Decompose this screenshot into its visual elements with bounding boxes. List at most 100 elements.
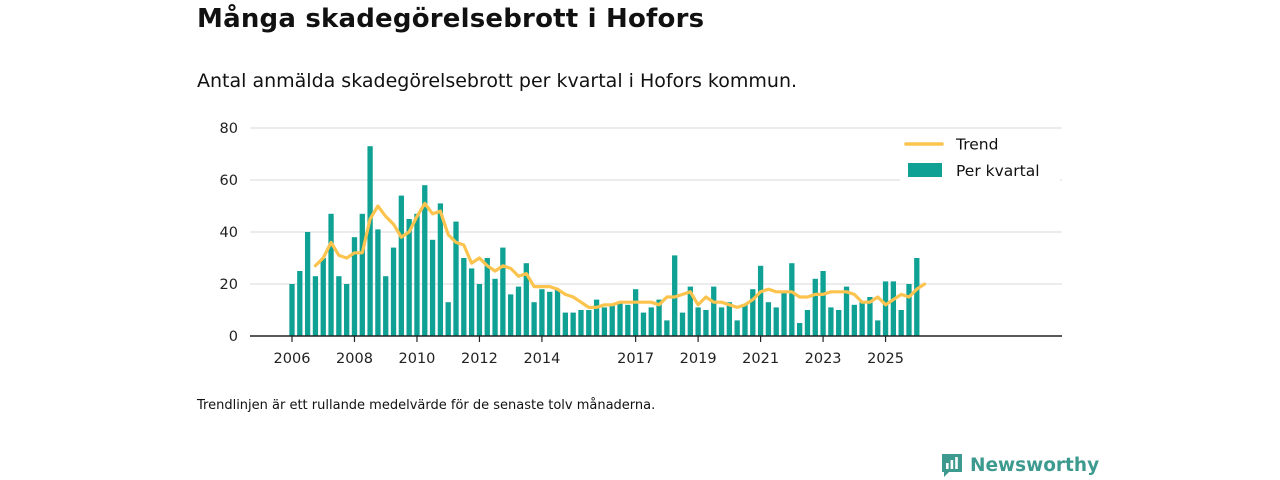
bar-q5 — [328, 213, 334, 336]
bar-q33 — [547, 291, 553, 336]
bar-q26 — [492, 278, 498, 336]
bar-q46 — [648, 307, 654, 336]
bar-q80 — [914, 258, 920, 336]
bar-q63 — [781, 291, 787, 336]
bar-q37 — [578, 310, 584, 336]
y-tick-label: 20 — [220, 277, 238, 293]
x-tick-label: 2014 — [523, 351, 560, 367]
bar-q56 — [726, 302, 733, 336]
bar-q45 — [640, 312, 647, 336]
chart-title: Många skadegörelsebrott i Hofors — [197, 4, 705, 34]
bar-q38 — [586, 310, 592, 336]
bar-q2 — [304, 232, 311, 336]
bar-q77 — [890, 281, 897, 336]
x-tick-label: 2012 — [461, 351, 498, 367]
bar-q48 — [664, 320, 670, 336]
bar-q17 — [422, 185, 428, 336]
bar-q52 — [695, 307, 701, 336]
legend-trend-label: Trend — [955, 136, 998, 154]
bar-q1 — [297, 271, 303, 336]
bar-q71 — [843, 286, 850, 336]
bar-q67 — [812, 278, 818, 336]
chart-area: 0 20 40 60 80 2006 2008 2010 2012 2014 2017 2019 202… — [220, 121, 1062, 367]
bar-q62 — [773, 307, 779, 336]
bar-q47 — [656, 299, 662, 336]
y-tick-label: 0 — [229, 329, 238, 345]
x-tick-label: 2025 — [867, 351, 904, 367]
bar-q23 — [468, 268, 475, 336]
bar-q57 — [734, 320, 740, 336]
bar-q43 — [625, 304, 631, 336]
bar-q60 — [757, 265, 764, 336]
bar-q9 — [359, 213, 365, 336]
bar-q24 — [476, 284, 483, 336]
bar-q12 — [383, 276, 389, 336]
bar-q18 — [429, 239, 436, 336]
bar-q70 — [836, 310, 842, 336]
bar-q54 — [711, 286, 717, 336]
bar-q27 — [500, 247, 506, 336]
bar-q64 — [789, 263, 795, 336]
y-tick-label: 40 — [220, 225, 238, 241]
y-tick-label: 80 — [220, 121, 238, 137]
trend-line — [313, 201, 927, 309]
bar-q3 — [312, 276, 319, 336]
legend-bar-swatch — [908, 163, 942, 177]
y-tick-label: 60 — [220, 173, 238, 189]
newsworthy-logo-icon — [942, 454, 962, 477]
bar-q25 — [484, 258, 490, 336]
bar-q11 — [375, 229, 381, 336]
bar-q58 — [742, 304, 748, 336]
x-tick-label: 2010 — [399, 351, 436, 367]
x-tick-label: 2021 — [742, 351, 779, 367]
bar-q61 — [765, 302, 772, 336]
brand-name: Newsworthy — [970, 454, 1100, 476]
bar-q7 — [344, 284, 350, 336]
trend-note: Trendlinjen är ett rullande medelvärde f… — [197, 398, 656, 413]
bar-q31 — [531, 302, 537, 336]
bar-q75 — [875, 320, 881, 336]
x-tick-label: 2006 — [274, 351, 311, 367]
x-tick-label: 2017 — [617, 351, 654, 367]
bar-q76 — [882, 281, 889, 336]
bar-q14 — [398, 195, 404, 336]
bar-q0 — [289, 284, 295, 336]
bar-q13 — [390, 247, 397, 336]
x-tick-label: 2023 — [805, 351, 842, 367]
bar-q44 — [632, 289, 639, 336]
bar-q35 — [562, 312, 568, 336]
bar-q28 — [508, 294, 514, 336]
bar-q55 — [718, 307, 725, 336]
bar-q65 — [797, 323, 803, 336]
bar-q34 — [554, 289, 561, 336]
bar-q78 — [898, 310, 904, 336]
bar-q73 — [859, 302, 865, 336]
legend-bar-label: Per kvartal — [956, 162, 1040, 180]
bar-q59 — [750, 289, 756, 336]
bar-q39 — [593, 299, 600, 336]
bar-q6 — [336, 276, 342, 336]
bar-q72 — [851, 304, 857, 336]
bar-q10 — [367, 146, 373, 336]
bar-q40 — [601, 307, 608, 336]
bar-q4 — [320, 258, 326, 336]
bar-q8 — [351, 237, 358, 336]
x-tick-label: 2008 — [336, 351, 373, 367]
bar-q19 — [437, 203, 444, 336]
bar-q30 — [523, 263, 529, 336]
bar-q32 — [539, 289, 545, 336]
brand-logo: Newsworthy — [940, 452, 1099, 478]
bar-q79 — [906, 284, 912, 336]
bar-q42 — [617, 302, 623, 336]
bar-q41 — [609, 304, 615, 336]
chart-subtitle: Antal anmälda skadegörelsebrott per kvar… — [197, 70, 798, 92]
bar-q69 — [828, 307, 834, 336]
bar-q53 — [703, 310, 709, 336]
bar-q20 — [445, 302, 451, 336]
bar-q68 — [820, 271, 826, 336]
bar-q21 — [453, 221, 459, 336]
bar-q66 — [804, 310, 811, 336]
x-tick-label: 2019 — [680, 351, 717, 367]
bar-q15 — [406, 219, 412, 336]
bar-q16 — [414, 213, 420, 336]
